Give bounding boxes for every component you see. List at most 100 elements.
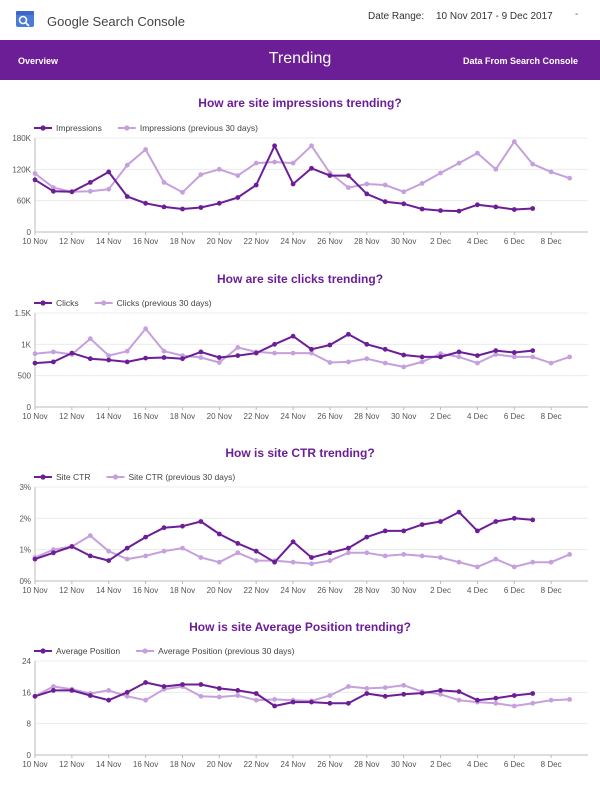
data-point[interactable]	[253, 697, 259, 703]
data-point[interactable]	[382, 528, 388, 534]
data-point[interactable]	[124, 348, 130, 354]
data-point[interactable]	[382, 693, 388, 699]
data-point[interactable]	[272, 350, 277, 356]
data-point[interactable]	[51, 359, 56, 365]
data-point[interactable]	[346, 173, 351, 178]
data-point[interactable]	[511, 703, 517, 709]
data-point[interactable]	[456, 697, 462, 703]
legend-entry-0[interactable]: Site CTR	[34, 472, 90, 482]
data-point[interactable]	[327, 558, 333, 563]
data-point[interactable]	[198, 172, 204, 177]
data-point[interactable]	[32, 360, 38, 366]
data-point[interactable]	[124, 194, 130, 199]
data-point[interactable]	[235, 550, 241, 556]
data-point[interactable]	[364, 691, 370, 696]
data-point[interactable]	[253, 350, 259, 356]
data-point[interactable]	[106, 186, 112, 192]
data-point[interactable]	[346, 684, 351, 689]
data-point[interactable]	[290, 160, 296, 166]
data-point[interactable]	[51, 688, 56, 693]
data-point[interactable]	[401, 352, 407, 358]
data-point[interactable]	[216, 531, 222, 537]
data-point[interactable]	[346, 359, 351, 365]
data-point[interactable]	[143, 680, 149, 685]
data-point[interactable]	[419, 522, 425, 527]
data-point[interactable]	[143, 200, 149, 206]
data-point[interactable]	[51, 185, 56, 190]
data-point[interactable]	[235, 173, 241, 178]
data-point[interactable]	[327, 700, 333, 706]
data-point[interactable]	[87, 336, 93, 342]
data-point[interactable]	[327, 173, 333, 178]
data-point[interactable]	[253, 182, 259, 188]
data-point[interactable]	[180, 206, 185, 212]
data-point[interactable]	[493, 348, 499, 353]
data-point[interactable]	[475, 697, 480, 703]
data-point[interactable]	[456, 509, 462, 515]
data-point[interactable]	[32, 693, 38, 699]
data-point[interactable]	[530, 559, 536, 565]
data-point[interactable]	[87, 356, 93, 362]
data-point[interactable]	[493, 519, 499, 524]
data-point[interactable]	[327, 342, 333, 348]
data-point[interactable]	[124, 693, 130, 699]
data-point[interactable]	[51, 188, 56, 194]
data-point[interactable]	[216, 166, 222, 172]
data-point[interactable]	[456, 208, 462, 214]
data-point[interactable]	[456, 160, 462, 166]
data-point[interactable]	[143, 355, 149, 361]
data-point[interactable]	[272, 559, 277, 565]
legend-entry-0[interactable]: Clicks	[34, 298, 79, 308]
data-point[interactable]	[438, 519, 443, 524]
data-point[interactable]	[161, 684, 167, 689]
data-point[interactable]	[290, 333, 296, 339]
data-point[interactable]	[87, 533, 93, 538]
data-point[interactable]	[382, 182, 388, 188]
data-point[interactable]	[253, 160, 259, 166]
data-point[interactable]	[567, 175, 572, 181]
data-point[interactable]	[272, 703, 277, 709]
data-point[interactable]	[511, 515, 517, 521]
data-point[interactable]	[456, 559, 462, 565]
data-point[interactable]	[216, 355, 222, 360]
data-point[interactable]	[364, 550, 370, 556]
legend-entry-1[interactable]: Average Position (previous 30 days)	[136, 646, 295, 656]
data-point[interactable]	[548, 169, 554, 175]
data-point[interactable]	[106, 169, 112, 175]
data-point[interactable]	[235, 195, 241, 200]
data-point[interactable]	[106, 357, 112, 363]
data-point[interactable]	[69, 544, 75, 549]
data-point[interactable]	[272, 159, 277, 165]
data-point[interactable]	[456, 349, 462, 355]
legend-entry-0[interactable]: Average Position	[34, 646, 120, 656]
data-point[interactable]	[364, 181, 370, 187]
data-point[interactable]	[235, 688, 241, 693]
data-point[interactable]	[530, 348, 536, 353]
data-point[interactable]	[106, 697, 112, 703]
data-point[interactable]	[493, 695, 499, 701]
date-range-dropdown-icon[interactable]: -	[575, 9, 579, 20]
data-point[interactable]	[493, 204, 499, 210]
data-point[interactable]	[253, 558, 259, 563]
data-point[interactable]	[69, 189, 75, 195]
data-point[interactable]	[438, 170, 443, 176]
data-point[interactable]	[475, 564, 480, 570]
data-point[interactable]	[438, 691, 443, 697]
data-point[interactable]	[475, 353, 480, 358]
data-point[interactable]	[143, 697, 149, 703]
data-point[interactable]	[235, 345, 241, 350]
data-point[interactable]	[382, 346, 388, 352]
data-point[interactable]	[253, 691, 259, 696]
data-point[interactable]	[124, 162, 130, 168]
data-point[interactable]	[180, 682, 185, 687]
data-point[interactable]	[309, 555, 314, 560]
data-point[interactable]	[235, 541, 241, 546]
legend-entry-1[interactable]: Impressions (previous 30 days)	[117, 123, 258, 133]
data-point[interactable]	[198, 349, 204, 355]
data-point[interactable]	[106, 688, 112, 693]
data-point[interactable]	[456, 354, 462, 360]
data-point[interactable]	[309, 165, 314, 171]
data-point[interactable]	[530, 517, 536, 523]
data-point[interactable]	[51, 349, 56, 355]
data-point[interactable]	[567, 552, 572, 557]
